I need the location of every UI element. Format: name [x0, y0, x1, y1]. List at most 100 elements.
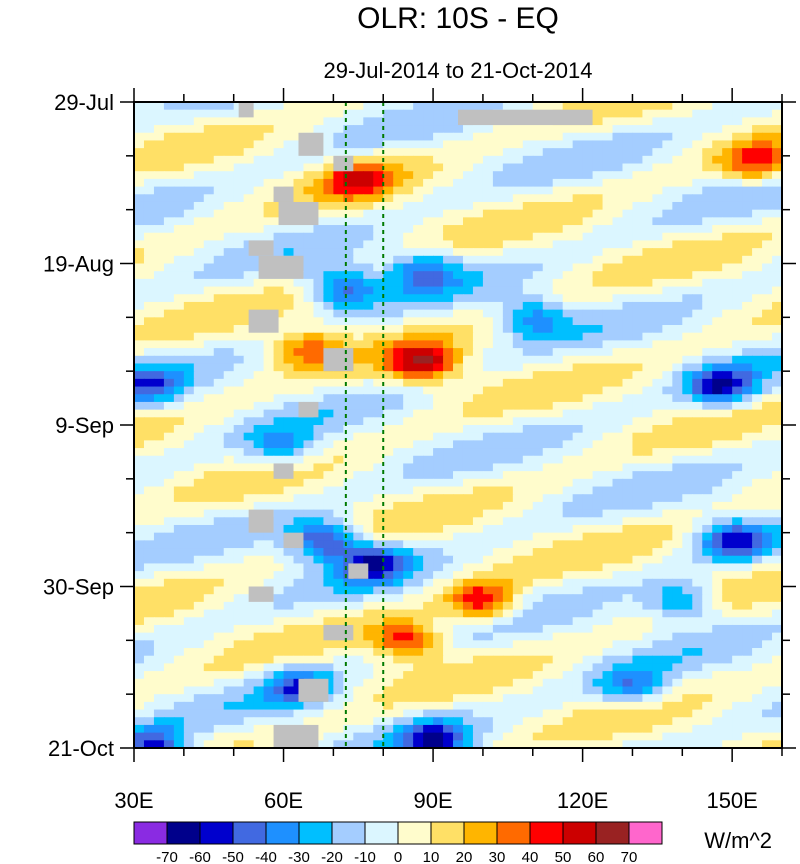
heat-cell [492, 309, 504, 318]
heat-cell [762, 432, 773, 441]
heat-cell [602, 294, 614, 303]
heat-cell [173, 325, 185, 334]
heat-cell [273, 248, 285, 257]
heat-cell [193, 455, 205, 465]
heat-cell [682, 148, 693, 157]
heat-cell [353, 686, 364, 695]
heat-cell [522, 678, 534, 688]
heat-cell [702, 240, 713, 249]
heat-cell [363, 102, 374, 111]
chart-title: OLR: 10S - EQ [357, 2, 559, 35]
heat-cell [333, 540, 344, 549]
heat-cell [682, 663, 693, 672]
heat-cell [333, 240, 344, 249]
heat-cell [532, 317, 544, 326]
heat-cell [253, 678, 265, 688]
heat-cell [293, 332, 305, 341]
heat-cell [622, 178, 634, 188]
heat-cell [712, 486, 723, 495]
heat-cell [732, 340, 743, 349]
heat-cell [193, 317, 205, 326]
heat-cell [532, 394, 544, 403]
heat-cell [433, 432, 444, 441]
heat-cell [622, 155, 634, 165]
heat-cell [413, 294, 424, 303]
heat-cell [173, 448, 185, 457]
heat-cell [582, 655, 594, 664]
heat-cell [722, 648, 733, 657]
heat-cell [313, 186, 325, 195]
heat-cell [602, 440, 614, 449]
heat-cell [742, 524, 753, 534]
heat-cell [722, 255, 733, 265]
heat-cell [393, 601, 404, 611]
heat-cell [722, 609, 733, 618]
heat-cell [652, 494, 663, 503]
heat-cell [243, 617, 255, 626]
heat-cell [652, 363, 663, 372]
heat-cell [492, 524, 504, 534]
heat-cell [353, 671, 364, 680]
heat-cell [233, 348, 245, 357]
heat-cell [323, 648, 334, 657]
heat-cell [762, 501, 773, 511]
heat-cell [143, 578, 155, 588]
heat-cell [642, 440, 653, 449]
heat-cell [313, 432, 325, 441]
heat-cell [213, 471, 225, 480]
heat-cell [383, 640, 394, 649]
heat-cell [642, 624, 653, 634]
heat-cell [134, 325, 145, 334]
heat-cell [642, 417, 653, 426]
heat-cell [163, 378, 175, 388]
heat-cell [572, 417, 584, 426]
heat-cell [562, 578, 574, 588]
heat-cell [213, 401, 225, 411]
heat-cell [373, 386, 384, 395]
heat-cell [462, 440, 474, 449]
heat-cell [233, 548, 245, 557]
heat-cell [732, 624, 743, 634]
heat-cell [163, 586, 175, 595]
heat-cell [662, 555, 673, 565]
heat-cell [562, 225, 574, 234]
heat-cell [403, 555, 414, 565]
heat-cell [383, 578, 394, 588]
heat-cell [482, 594, 494, 603]
heat-cell [383, 271, 394, 280]
heat-cell [632, 478, 644, 488]
heat-cell [373, 524, 384, 534]
heat-cell [173, 578, 185, 588]
heat-cell [293, 232, 305, 242]
heat-cell [472, 594, 484, 603]
heat-cell [562, 386, 574, 395]
heat-cell [642, 609, 653, 618]
heat-cell [453, 601, 464, 611]
heat-cell [173, 440, 185, 449]
heat-cell [522, 102, 534, 111]
heat-cell [722, 248, 733, 257]
heat-cell [492, 286, 504, 295]
heat-cell [243, 432, 255, 441]
heat-cell [193, 686, 205, 695]
heat-cell [173, 425, 185, 434]
heat-cell [433, 140, 444, 149]
heat-cell [732, 294, 743, 303]
heat-cell [163, 686, 175, 695]
heat-cell [472, 363, 484, 372]
heat-cell [363, 171, 374, 180]
heat-cell [323, 409, 334, 418]
heat-cell [433, 355, 444, 365]
heat-cell [233, 578, 245, 588]
heat-cell [692, 609, 703, 618]
heat-cell [413, 102, 424, 111]
heat-cell [742, 240, 753, 249]
heat-cell [612, 463, 624, 472]
heat-cell [163, 332, 175, 341]
heat-cell [253, 501, 265, 511]
heat-cell [732, 417, 743, 426]
heat-cell [283, 225, 295, 234]
heat-cell [283, 132, 295, 142]
heat-cell [363, 109, 374, 118]
heat-cell [223, 194, 235, 203]
